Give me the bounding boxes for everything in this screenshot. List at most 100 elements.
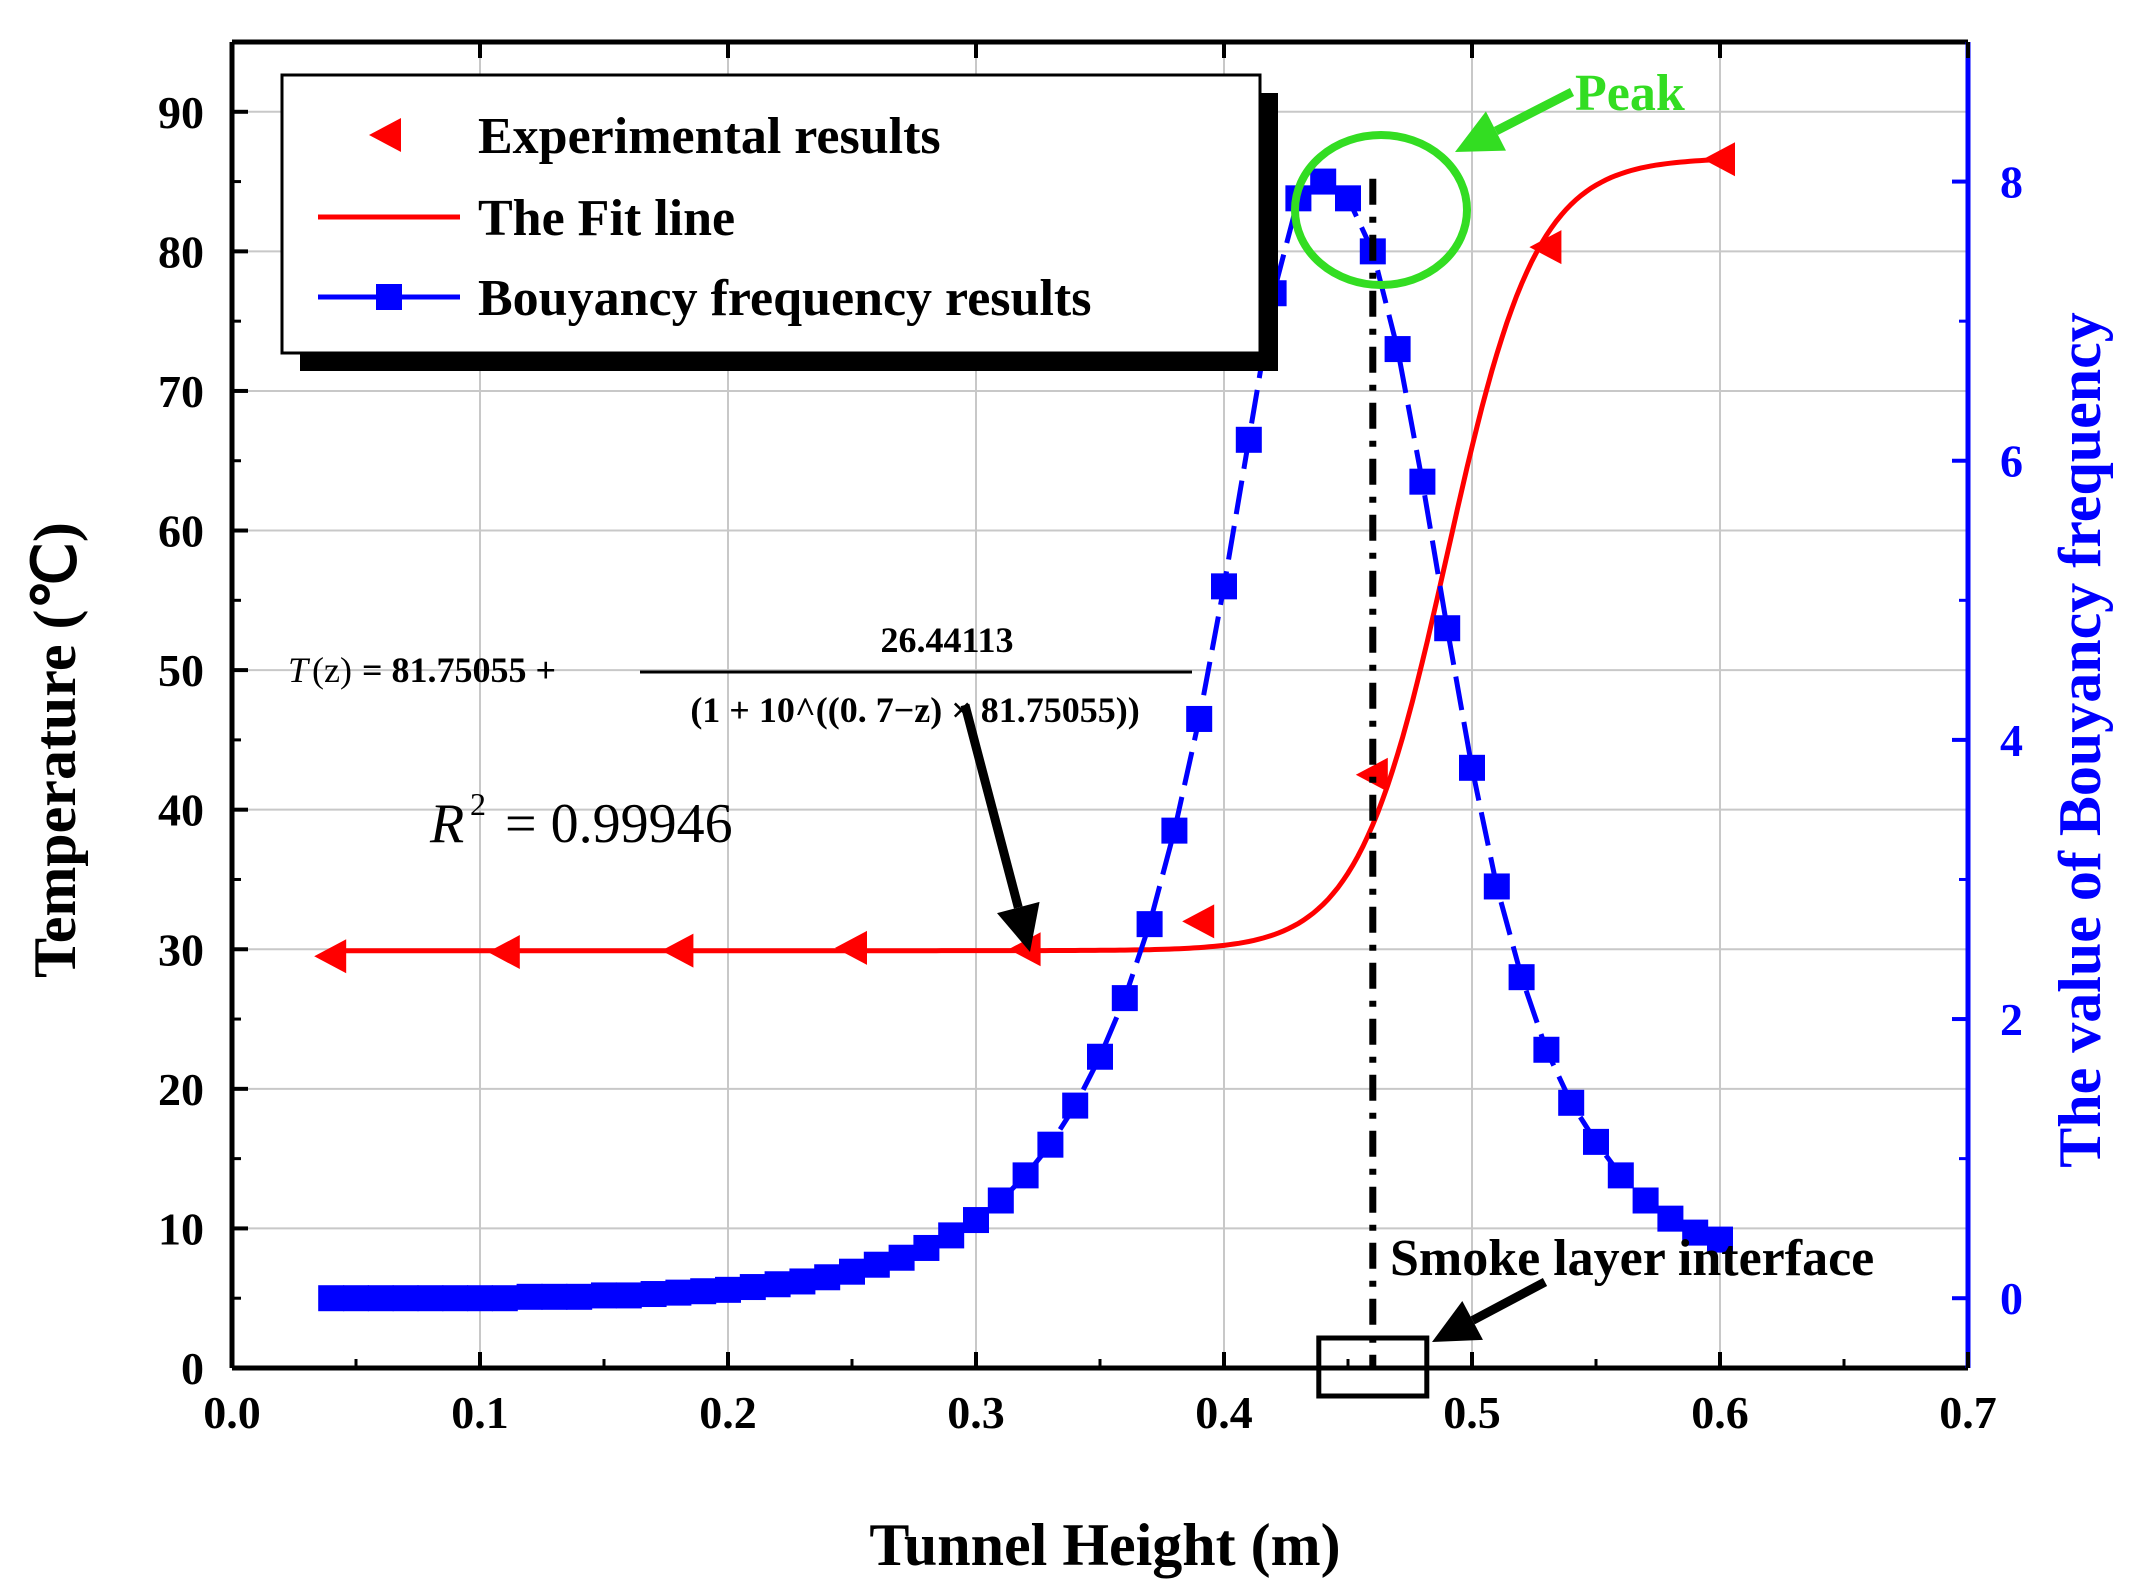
buoyancy-point	[1235, 426, 1262, 453]
x-tick-label: 0.6	[1691, 1387, 1749, 1438]
x-tick-label: 0.0	[203, 1387, 261, 1438]
equation-rest: = 81.75055 +	[362, 650, 556, 690]
buoyancy-point	[839, 1258, 865, 1285]
experimental-point	[1703, 142, 1735, 177]
experimental-point	[1529, 230, 1562, 265]
buoyancy-point	[1583, 1128, 1609, 1155]
experimental-point	[1182, 904, 1215, 939]
buoyancy-point	[541, 1283, 568, 1310]
experimental-point	[1355, 757, 1388, 792]
buoyancy-point	[1607, 1162, 1634, 1189]
buoyancy-point	[963, 1207, 989, 1234]
y-right-tick-label: 0	[2000, 1273, 2023, 1324]
x-tick-label: 0.3	[947, 1387, 1005, 1438]
experimental-point	[487, 935, 520, 970]
y-right-tick-label: 2	[2000, 994, 2023, 1045]
interface-arrow	[1432, 1278, 1548, 1342]
peak-label: Peak	[1575, 65, 1685, 122]
buoyancy-point	[1682, 1219, 1709, 1246]
annotations	[960, 87, 1575, 1399]
y-left-tick-label: 50	[158, 645, 204, 696]
y-left-tick-label: 60	[158, 506, 204, 557]
buoyancy-point	[1508, 964, 1535, 991]
buoyancy-point	[814, 1264, 841, 1291]
buoyancy-point	[467, 1285, 493, 1312]
experimental-point	[314, 939, 347, 974]
x-tick-label: 0.2	[699, 1387, 757, 1438]
y-axis-right-label: The value of Bouyancy frequency	[2047, 312, 2113, 1168]
buoyancy-point	[987, 1187, 1014, 1214]
peak-circle	[1291, 131, 1471, 289]
y-left-tick-label: 70	[158, 366, 204, 417]
x-tick-label: 0.4	[1195, 1387, 1253, 1438]
buoyancy-point	[640, 1281, 667, 1308]
x-axis-label: Tunnel Height (m)	[869, 1512, 1340, 1578]
buoyancy-point	[1211, 573, 1237, 600]
experimental-point	[661, 933, 694, 968]
legend-buoyancy-marker	[376, 284, 402, 310]
equation-numerator: 26.44113	[880, 620, 1013, 660]
buoyancy-point	[615, 1282, 642, 1309]
equation-arrow-shaft	[960, 703, 1023, 909]
legend-entry-label: The Fit line	[478, 190, 735, 247]
legend-entry-label: Experimental results	[478, 108, 941, 165]
buoyancy-point	[715, 1276, 741, 1303]
y-left-tick-label: 40	[158, 785, 204, 836]
y-left-tick-label: 30	[158, 924, 204, 975]
buoyancy-point	[1136, 911, 1163, 938]
buoyancy-point	[591, 1282, 617, 1309]
y-left-tick-label: 20	[158, 1064, 204, 1115]
equation-z: (z)	[312, 650, 352, 690]
peak-arrow-shaft	[1493, 87, 1575, 136]
y-right-tick-label: 8	[2000, 157, 2023, 208]
x-tick-label: 0.5	[1443, 1387, 1501, 1438]
experimental-point	[835, 930, 867, 965]
buoyancy-point	[343, 1285, 369, 1312]
y-right-tick-label: 6	[2000, 436, 2023, 487]
experimental-point	[1008, 932, 1041, 967]
buoyancy-point	[1434, 615, 1461, 642]
buoyancy-point	[1335, 185, 1361, 212]
interface-arrow-shaft	[1470, 1278, 1548, 1325]
buoyancy-point	[1087, 1043, 1113, 1070]
y-left-tick-label: 80	[158, 226, 204, 277]
r-squared-label: R 2 = 0.99946	[429, 786, 733, 855]
buoyancy-point	[938, 1222, 965, 1249]
buoyancy-point	[863, 1251, 890, 1278]
buoyancy-point	[417, 1285, 444, 1312]
buoyancy-point	[1161, 817, 1188, 844]
buoyancy-point	[1037, 1131, 1064, 1158]
buoyancy-point	[1012, 1162, 1039, 1189]
buoyancy-point	[1186, 705, 1213, 732]
buoyancy-point	[1483, 873, 1510, 900]
legend-experimental-marker	[369, 118, 401, 152]
legend-box	[280, 73, 1262, 355]
x-tick-label: 0.1	[451, 1387, 509, 1438]
buoyancy-point	[1384, 336, 1411, 363]
buoyancy-point	[1707, 1226, 1733, 1253]
y-axis-left-label: Temperature (℃)	[22, 522, 88, 978]
y-left-tick-label: 10	[158, 1203, 204, 1254]
interface-arrow-head	[1432, 1300, 1483, 1342]
buoyancy-point	[665, 1279, 692, 1306]
buoyancy-point	[1459, 754, 1485, 781]
buoyancy-point	[1657, 1205, 1684, 1232]
buoyancy-point	[1062, 1092, 1089, 1119]
buoyancy-point	[764, 1271, 791, 1298]
equation-arrow-head	[997, 901, 1040, 952]
x-tick-label: 0.7	[1939, 1387, 1997, 1438]
buoyancy-point	[442, 1285, 469, 1312]
buoyancy-point	[1111, 985, 1138, 1012]
legend: Experimental results The Fit line Bouyancy…	[280, 73, 1278, 371]
buoyancy-point	[690, 1278, 717, 1305]
smoke-layer-interface-label: Smoke layer interface	[1390, 1230, 1874, 1287]
buoyancy-point	[1310, 168, 1337, 195]
buoyancy-point	[566, 1283, 593, 1310]
buoyancy-point	[318, 1285, 345, 1312]
r2-superscript: 2	[470, 786, 486, 822]
r2-value: = 0.99946	[505, 793, 733, 855]
equation-arrow	[960, 703, 1040, 952]
y-right-tick-label: 4	[2000, 715, 2023, 766]
buoyancy-point	[1409, 468, 1436, 495]
